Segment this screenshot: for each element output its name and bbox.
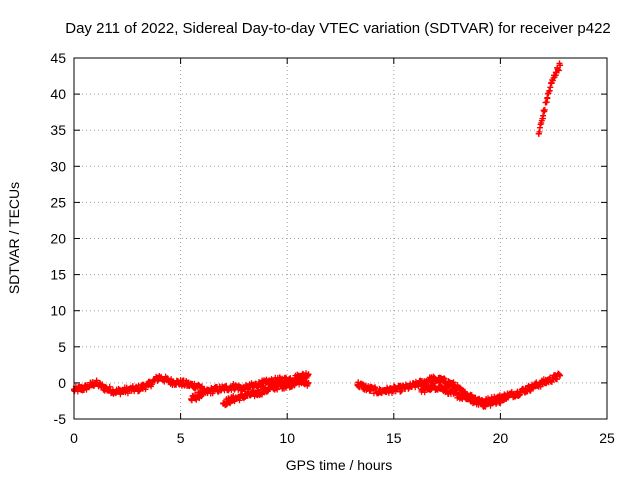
x-tick-label: 5 [177, 430, 185, 446]
y-tick-label: 25 [50, 194, 66, 210]
y-tick-label: 30 [50, 158, 66, 174]
y-tick-label: 35 [50, 122, 66, 138]
data-series [71, 60, 564, 410]
data-points-dense [418, 381, 510, 410]
x-tick-label: 25 [599, 430, 615, 446]
y-tick-label: 0 [58, 375, 66, 391]
x-tick-label: 20 [493, 430, 509, 446]
chart-title: Day 211 of 2022, Sidereal Day-to-day VTE… [65, 20, 611, 37]
x-axis-label: GPS time / hours [286, 457, 393, 473]
x-tick-label: 0 [70, 430, 78, 446]
y-tick-label: 10 [50, 303, 66, 319]
x-tick-label: 15 [386, 430, 402, 446]
y-tick-label: 20 [50, 231, 66, 247]
y-tick-label: -5 [54, 411, 67, 427]
series-segment [418, 381, 510, 410]
x-tick-label: 10 [279, 430, 295, 446]
series-segment [188, 370, 312, 404]
data-points-dense [220, 376, 311, 409]
y-axis-label: SDTVAR / TECUs [6, 182, 22, 294]
data-points-dense [535, 60, 563, 137]
series-segment [535, 60, 564, 137]
y-tick-label: 40 [50, 86, 66, 102]
y-tick-label: 5 [58, 339, 66, 355]
series-segment [220, 376, 312, 409]
y-tick-label: 15 [50, 267, 66, 283]
y-tick-label: 45 [50, 50, 66, 66]
